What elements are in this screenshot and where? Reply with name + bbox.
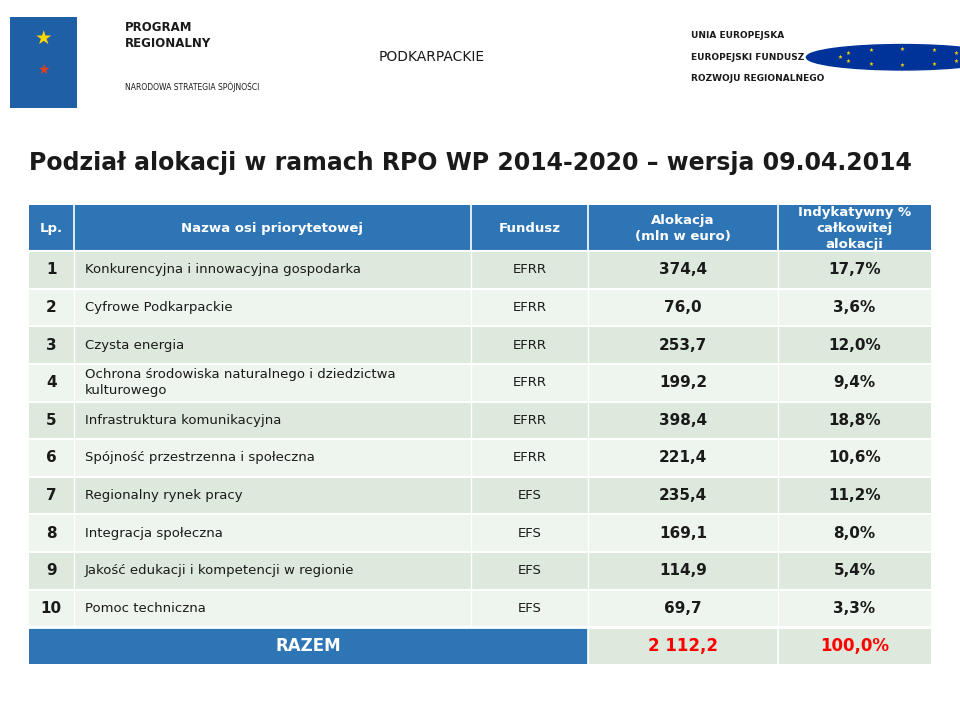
Text: Integracja społeczna: Integracja społeczna	[84, 527, 223, 539]
Text: ★: ★	[954, 59, 959, 64]
Text: Lp.: Lp.	[39, 221, 63, 235]
Text: Alokacja
(mln w euro): Alokacja (mln w euro)	[636, 214, 731, 243]
Text: 76,0: 76,0	[664, 300, 702, 315]
Text: EFS: EFS	[517, 564, 541, 577]
Text: Spójność przestrzenna i społeczna: Spójność przestrzenna i społeczna	[84, 452, 315, 464]
Text: ★: ★	[954, 51, 959, 56]
Text: 221,4: 221,4	[659, 450, 708, 465]
Text: Podział alokacji w ramach RPO WP 2014-2020 – wersja 09.04.2014: Podział alokacji w ramach RPO WP 2014-20…	[29, 151, 912, 175]
Bar	[29, 205, 931, 251]
Text: 253,7: 253,7	[659, 337, 708, 353]
Text: PODKARPACKIE: PODKARPACKIE	[379, 50, 485, 64]
Text: Pomoc techniczna: Pomoc techniczna	[84, 602, 205, 615]
Text: 2: 2	[46, 300, 57, 315]
Text: ★: ★	[36, 63, 50, 77]
Text: EUROPEJSKI FUNDUSZ: EUROPEJSKI FUNDUSZ	[691, 53, 804, 62]
Text: 10,6%: 10,6%	[828, 450, 881, 465]
Text: 9,4%: 9,4%	[833, 375, 876, 390]
Text: 5,4%: 5,4%	[833, 563, 876, 578]
Text: PROGRAM
REGIONALNY: PROGRAM REGIONALNY	[125, 21, 211, 50]
Text: Infrastruktura komunikacyjna: Infrastruktura komunikacyjna	[84, 414, 281, 427]
Text: ★: ★	[846, 51, 851, 56]
Text: Indykatywny %
całkowitej
alokacji: Indykatywny % całkowitej alokacji	[798, 206, 911, 250]
Text: 18,8%: 18,8%	[828, 413, 881, 428]
Bar	[29, 251, 931, 288]
Text: EFRR: EFRR	[513, 414, 546, 427]
Text: 4: 4	[46, 375, 57, 390]
FancyBboxPatch shape	[10, 16, 77, 108]
Text: 6: 6	[46, 450, 57, 465]
Text: 8,0%: 8,0%	[833, 525, 876, 541]
Text: 8: 8	[46, 525, 57, 541]
Text: EFRR: EFRR	[513, 376, 546, 389]
Text: Jakość edukacji i kompetencji w regionie: Jakość edukacji i kompetencji w regionie	[84, 564, 354, 577]
Text: ★: ★	[900, 47, 905, 52]
Text: 199,2: 199,2	[659, 375, 708, 390]
Text: NARODOWA STRATEGIA SPÓJNOŚCI: NARODOWA STRATEGIA SPÓJNOŚCI	[125, 81, 259, 92]
Text: EFRR: EFRR	[513, 452, 546, 464]
Text: EFS: EFS	[517, 527, 541, 539]
Text: 12,0%: 12,0%	[828, 337, 881, 353]
Text: Czysta energia: Czysta energia	[84, 339, 184, 351]
Text: 7: 7	[46, 488, 57, 503]
Text: Nazwa osi priorytetowej: Nazwa osi priorytetowej	[181, 221, 364, 235]
Text: 100,0%: 100,0%	[820, 637, 889, 655]
Bar	[29, 402, 931, 439]
Text: ★: ★	[846, 59, 851, 64]
Bar	[588, 627, 931, 665]
Text: Cyfrowe Podkarpackie: Cyfrowe Podkarpackie	[84, 301, 232, 314]
Text: 1: 1	[46, 262, 57, 277]
Text: ★: ★	[931, 62, 936, 67]
Text: 69,7: 69,7	[664, 601, 702, 616]
Text: Regionalny rynek pracy: Regionalny rynek pracy	[84, 489, 242, 502]
Text: 17,7%: 17,7%	[828, 262, 881, 277]
Bar	[29, 477, 931, 515]
Text: 398,4: 398,4	[659, 413, 708, 428]
Text: Ochrona środowiska naturalnego i dziedzictwa
kulturowego: Ochrona środowiska naturalnego i dziedzi…	[84, 368, 396, 397]
Text: Fundusz: Fundusz	[498, 221, 561, 235]
Text: EFRR: EFRR	[513, 301, 546, 314]
Text: 3,6%: 3,6%	[833, 300, 876, 315]
Text: 374,4: 374,4	[659, 262, 708, 277]
Bar	[29, 552, 931, 590]
Text: Konkurencyjna i innowacyjna gospodarka: Konkurencyjna i innowacyjna gospodarka	[84, 264, 361, 276]
Text: ★: ★	[931, 47, 936, 52]
Text: 3: 3	[46, 337, 57, 353]
Text: ★: ★	[900, 63, 905, 68]
Text: 11,2%: 11,2%	[828, 488, 881, 503]
Text: ROZWOJU REGIONALNEGO: ROZWOJU REGIONALNEGO	[691, 74, 825, 83]
Bar	[29, 364, 931, 402]
Bar	[29, 514, 931, 552]
Bar	[29, 627, 588, 665]
Text: ★: ★	[35, 29, 52, 47]
Bar	[29, 439, 931, 477]
Text: 114,9: 114,9	[660, 563, 707, 578]
Bar	[29, 327, 931, 364]
Text: ★: ★	[837, 54, 843, 60]
Text: ★: ★	[869, 62, 874, 67]
Text: ★: ★	[869, 47, 874, 52]
Circle shape	[806, 45, 960, 70]
Text: EFS: EFS	[517, 602, 541, 615]
Text: 235,4: 235,4	[659, 488, 708, 503]
Bar	[29, 590, 931, 627]
Text: 2 112,2: 2 112,2	[648, 637, 718, 655]
Text: EFRR: EFRR	[513, 264, 546, 276]
Text: 169,1: 169,1	[659, 525, 707, 541]
Text: UNIA EUROPEJSKA: UNIA EUROPEJSKA	[691, 31, 784, 40]
Text: 3,3%: 3,3%	[833, 601, 876, 616]
Text: RAZEM: RAZEM	[276, 637, 342, 655]
Bar	[29, 288, 931, 327]
Text: EFS: EFS	[517, 489, 541, 502]
Text: 9: 9	[46, 563, 57, 578]
Text: 10: 10	[40, 601, 62, 616]
Text: EFRR: EFRR	[513, 339, 546, 351]
Text: 5: 5	[46, 413, 57, 428]
